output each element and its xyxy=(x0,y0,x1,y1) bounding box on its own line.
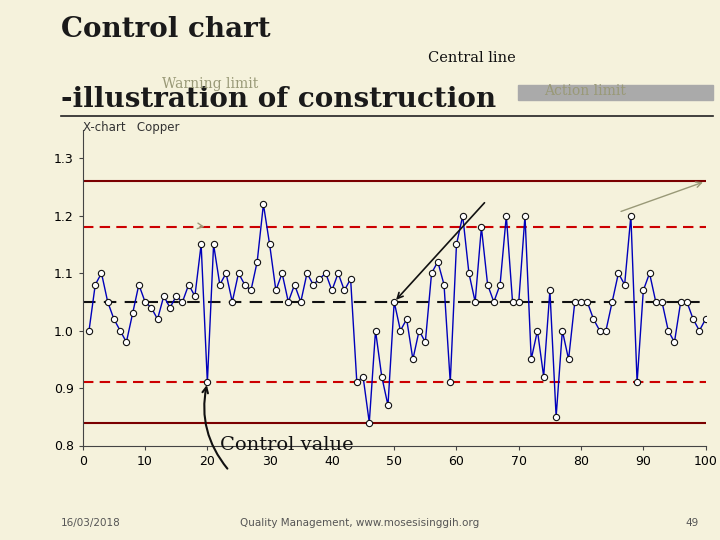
Text: Central line: Central line xyxy=(428,51,516,65)
Text: -illustration of construction: -illustration of construction xyxy=(61,86,496,113)
Text: Warning limit: Warning limit xyxy=(162,77,258,91)
Text: X-chart   Copper: X-chart Copper xyxy=(83,122,179,134)
Text: Quality Management, www.mosesisinggih.org: Quality Management, www.mosesisinggih.or… xyxy=(240,518,480,529)
Text: Control value: Control value xyxy=(220,436,354,454)
Text: 16/03/2018: 16/03/2018 xyxy=(61,518,121,529)
Text: Control chart: Control chart xyxy=(61,16,271,43)
Text: Action limit: Action limit xyxy=(544,84,626,98)
Text: 49: 49 xyxy=(685,518,698,529)
